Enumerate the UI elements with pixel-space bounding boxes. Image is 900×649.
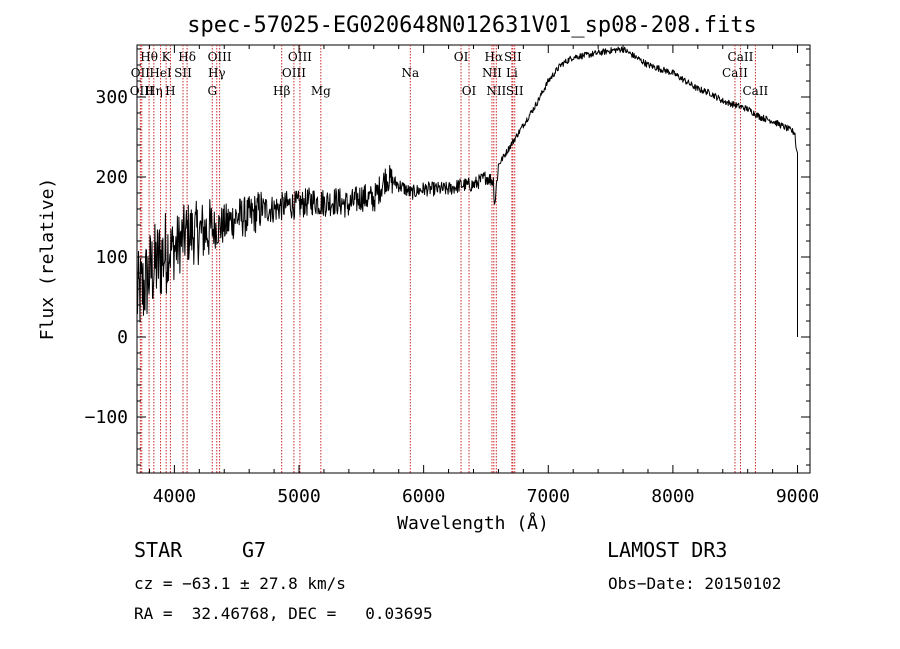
line-label-24: SII [506,84,524,98]
object-class: STAR [134,538,183,562]
line-label-0: Hθ [140,50,158,64]
line-label-26: CaII [728,50,754,64]
chart-title: spec-57025-EG020648N012631V01_sp08-208.f… [187,13,757,38]
line-label-20: Hα [485,50,504,64]
y-tick-label-0: −100 [85,407,128,428]
y-tick-label-1: 0 [117,327,128,348]
line-label-10: Hγ [208,66,226,80]
x-tick-label-3: 7000 [527,486,570,507]
x-tick-label-5: 9000 [776,486,819,507]
line-label-14: OIII [288,50,312,64]
line-label-13: OIII [282,66,306,80]
line-label-4: HeI [149,66,172,80]
emission-line-markers: HθOIIOIIIHηHeIKHSIIHδGHγOIIIHβOIIIOIIIMg… [130,45,769,473]
x-axis-label: Wavelength (Å) [397,512,549,534]
y-tick-label-3: 200 [95,167,128,188]
y-axis-ticks: −100 0 100 200 300 [85,48,810,466]
line-label-21: NII [486,84,506,98]
spectrum-line [136,46,798,337]
line-label-17: OI [454,50,469,64]
line-label-6: H [165,84,175,98]
plot-frame [136,44,811,474]
line-label-22: Li [506,66,518,80]
line-label-2: OIII [130,84,154,98]
line-label-8: Hδ [178,50,196,64]
line-label-12: Hβ [273,84,290,98]
line-label-3: Hη [145,84,163,98]
line-label-18: OI [462,84,477,98]
line-label-7: SII [174,66,192,80]
line-label-23: SII [504,50,522,64]
line-label-11: OIII [208,50,232,64]
survey-name: LAMOST DR3 [607,538,728,562]
coordinates-readout: RA = 32.46768, DEC = 0.03695 [134,604,433,623]
line-label-1: OII [131,66,151,80]
x-tick-label-1: 5000 [277,486,320,507]
x-tick-label-2: 6000 [402,486,445,507]
x-tick-label-4: 8000 [651,486,694,507]
line-label-5: K [162,50,172,64]
y-axis-label: Flux (relative) [37,178,58,341]
y-tick-label-4: 300 [95,87,128,108]
line-label-25: CaII [722,66,748,80]
line-label-15: Mg [311,84,331,98]
x-tick-label-0: 4000 [153,486,196,507]
observation-date: Obs−Date: 20150102 [608,574,782,593]
redshift-readout: cz = −63.1 ± 27.8 km/s [134,574,346,593]
line-label-19: NII [482,66,502,80]
line-label-16: Na [401,66,419,80]
line-label-9: G [207,84,217,98]
line-label-27: CaII [742,84,768,98]
spectrum-layer [136,46,798,337]
x-axis-ticks: 4000 5000 6000 7000 8000 9000 [148,45,819,507]
y-tick-label-2: 100 [95,247,128,268]
object-subclass: G7 [242,538,267,562]
